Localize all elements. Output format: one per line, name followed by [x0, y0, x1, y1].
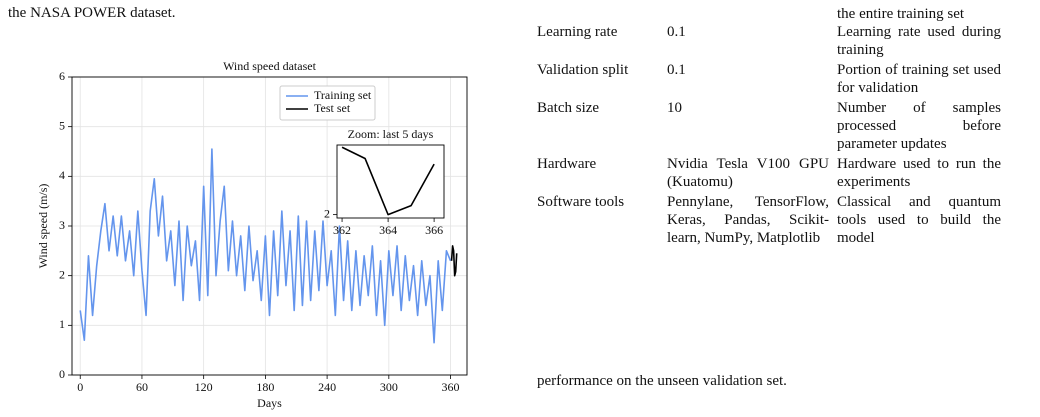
x-tick-label: 300: [380, 380, 398, 394]
table-cell: 0.1: [667, 62, 686, 78]
paragraph-text: the NASA POWER dataset.: [8, 5, 176, 21]
table-cell: 0.1: [667, 24, 686, 40]
table-cell: Classical and quantum tools used to buil…: [837, 194, 1001, 246]
y-tick-label: 1: [59, 317, 65, 331]
y-axis-label: Wind speed (m/s): [36, 184, 50, 269]
y-tick-label: 3: [59, 218, 65, 232]
table-row: Hardware Nvidia Tesla V100 GPU (Kuatomu) H…: [533, 155, 1005, 193]
legend-label: Test set: [314, 101, 351, 115]
x-axis-label: Days: [257, 396, 282, 410]
table-cell: Portion of training set used for validat…: [837, 62, 1001, 96]
y-tick-label: 6: [59, 69, 65, 83]
table-cell: Software tools: [537, 194, 625, 210]
table-cell: Number of samples processed before param…: [837, 100, 1001, 152]
x-tick-label: 120: [195, 380, 213, 394]
table-cell: Nvidia Tesla V100 GPU (Kuatomu): [667, 156, 829, 190]
table-cell: Learning rate: [537, 24, 618, 40]
x-tick-label: 366: [425, 223, 443, 237]
x-tick-label: 180: [256, 380, 274, 394]
legend-label: Training set: [314, 88, 372, 102]
table-cell: the entire training set: [837, 6, 965, 22]
table-row: Software tools Pennylane, TensorFlow, Ker…: [533, 193, 1005, 249]
chart-title: Zoom: last 5 days: [348, 127, 434, 141]
x-tick-label: 0: [77, 380, 83, 394]
y-tick-label: 2: [324, 206, 330, 220]
table-row: Batch size 10 Number of samples processed …: [533, 99, 1005, 155]
table-body: the entire training set Learning rate 0.1…: [533, 5, 1005, 249]
y-tick-label: 4: [59, 168, 65, 182]
table-cell: Batch size: [537, 100, 600, 116]
x-tick-label: 60: [136, 380, 148, 394]
paragraph-text: performance on the unseen validation set…: [537, 373, 787, 389]
table-cell: Pennylane, TensorFlow, Keras, Pandas, Sc…: [667, 194, 829, 246]
data-line: [341, 146, 435, 216]
table-cell: Hardware used to run the experiments: [837, 156, 1001, 190]
axes-frame: [336, 144, 445, 219]
table-row: Learning rate 0.1 Learning rate used durin…: [533, 23, 1005, 61]
table-cell: Hardware: [537, 156, 597, 172]
legend-box: [279, 85, 376, 121]
y-tick-label: 0: [59, 367, 65, 381]
x-tick-label: 362: [333, 223, 351, 237]
table-row: the entire training set: [533, 5, 1005, 23]
x-tick-label: 364: [379, 223, 397, 237]
data-line: [79, 148, 452, 344]
hyperparameter-table: the entire training set Learning rate 0.1…: [533, 5, 1005, 249]
table-cell: 10: [667, 100, 682, 116]
axes-frame: [71, 76, 468, 376]
table-cell: Validation split: [537, 62, 629, 78]
table-row: Validation split 0.1 Portion of training s…: [533, 61, 1005, 99]
y-tick-label: 5: [59, 118, 65, 132]
x-tick-label: 240: [318, 380, 336, 394]
y-tick-label: 2: [59, 267, 65, 281]
plot-area: [337, 145, 444, 218]
x-tick-label: 360: [442, 380, 460, 394]
table-cell: Learning rate used during training: [837, 24, 1001, 58]
data-line: [450, 245, 458, 277]
chart-title: Wind speed dataset: [223, 59, 316, 73]
